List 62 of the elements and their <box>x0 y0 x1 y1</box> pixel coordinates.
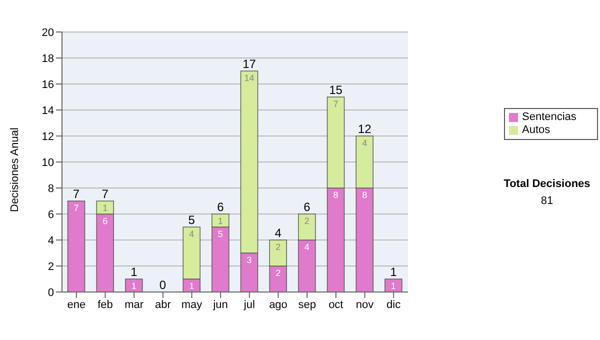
x-tick-label: abr <box>154 298 172 311</box>
data-label: 8 <box>362 190 368 200</box>
x-tick-label: mar <box>124 298 144 311</box>
y-tick-label: 18 <box>42 52 54 65</box>
data-label: 7 <box>333 99 338 109</box>
x-tick-label: sep <box>298 298 316 311</box>
data-label: 5 <box>218 229 223 239</box>
y-tick-label: 8 <box>48 182 54 195</box>
total-label: 15 <box>329 83 343 97</box>
total-label: 6 <box>217 200 224 214</box>
total-label: 7 <box>72 187 80 201</box>
data-label: 3 <box>246 255 252 265</box>
legend-label: Sentencias <box>522 111 576 123</box>
total-label: 5 <box>188 213 196 227</box>
y-axis-title: Decisiones Anual <box>8 128 21 212</box>
y-tick-label: 10 <box>42 156 54 169</box>
data-label: 4 <box>189 229 194 239</box>
data-label: 14 <box>244 73 254 83</box>
bar <box>67 200 86 292</box>
total-label: 1 <box>390 265 398 279</box>
x-tick-label: jun <box>212 298 228 311</box>
x-tick-label: ene <box>67 298 86 311</box>
x-tick-label: ago <box>269 298 288 311</box>
total-label: 12 <box>358 122 372 136</box>
data-label: 7 <box>74 203 79 213</box>
data-label: 1 <box>131 281 136 291</box>
data-label: 1 <box>390 281 396 291</box>
x-tick-label: dic <box>386 298 402 311</box>
y-tick-label: 20 <box>42 26 54 39</box>
data-label: 1 <box>189 281 194 291</box>
x-tick-label: jul <box>242 298 255 311</box>
total-label: 6 <box>304 200 311 214</box>
total-label: 1 <box>130 265 138 279</box>
data-label: 2 <box>276 242 281 252</box>
y-tick-label: 0 <box>48 286 54 299</box>
y-tick-label: 4 <box>48 234 54 247</box>
data-label: 4 <box>304 242 310 252</box>
text: Total Decisiones <box>502 178 592 190</box>
y-tick-label: 6 <box>48 208 54 221</box>
legend-label: Autos <box>522 124 550 136</box>
data-label: 1 <box>218 216 223 226</box>
x-tick-label: feb <box>98 298 113 311</box>
data-label: 2 <box>276 268 281 278</box>
text: 81 <box>540 195 554 207</box>
data-label: 6 <box>102 216 108 226</box>
data-label: 4 <box>362 138 368 148</box>
x-tick-label: nov <box>356 298 374 311</box>
y-tick-label: 2 <box>48 260 54 273</box>
total-label: 4 <box>274 226 282 240</box>
x-tick-label: oct <box>328 298 344 311</box>
data-label: 8 <box>333 190 338 200</box>
y-tick-label: 12 <box>42 130 54 143</box>
total-label: 17 <box>242 57 256 71</box>
data-label: 2 <box>304 216 310 226</box>
total-label: 0 <box>159 278 166 292</box>
y-tick-label: 16 <box>42 78 54 91</box>
y-tick-label: 14 <box>42 104 54 117</box>
bar <box>384 278 402 292</box>
x-tick-label: may <box>181 298 203 311</box>
data-label: 1 <box>102 203 108 213</box>
total-label: 7 <box>102 187 109 201</box>
bar <box>125 278 143 292</box>
